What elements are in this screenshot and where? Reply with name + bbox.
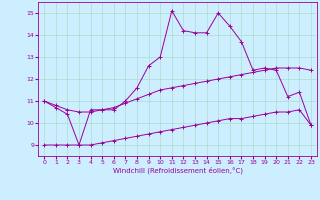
X-axis label: Windchill (Refroidissement éolien,°C): Windchill (Refroidissement éolien,°C): [113, 167, 243, 174]
